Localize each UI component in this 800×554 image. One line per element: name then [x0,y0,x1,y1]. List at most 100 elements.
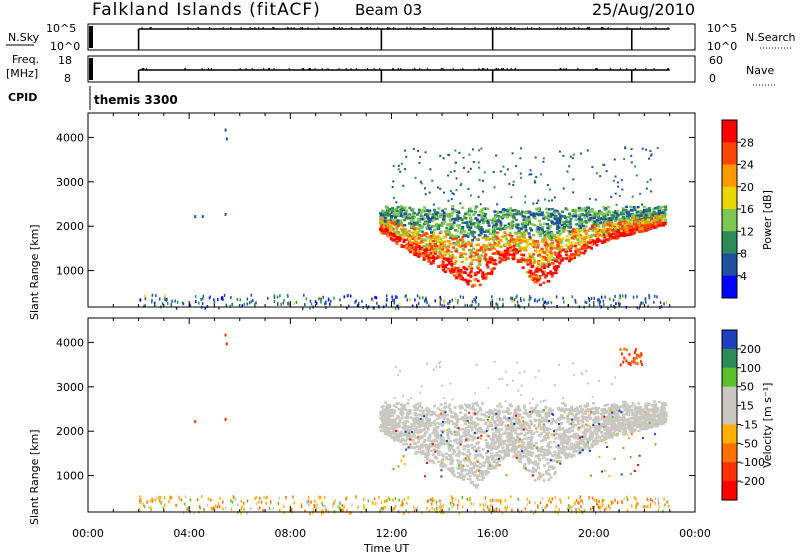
power-cell [443,207,447,211]
power-cell [564,239,568,242]
freq-dot [267,68,269,70]
power-cell [325,300,327,304]
power-cell [537,279,541,282]
velocity-cell [522,424,526,428]
velocity-cell [423,434,427,437]
power-cell [439,295,441,299]
power-cell [510,240,514,244]
power-cell [493,186,496,189]
power-cell [424,257,428,260]
nsky-dot [538,27,540,29]
power-cell [501,216,505,220]
velocity-cell [556,456,560,459]
power-cell [545,248,549,252]
power-cell [475,300,477,304]
power-cell [403,218,407,222]
velocity-cell [610,436,614,439]
velocity-cell [477,478,481,481]
velocity-cell [541,410,545,413]
freq-dot [413,68,415,70]
power-cell [468,213,472,217]
velocity-cell [472,461,476,465]
velocity-cell [595,408,599,412]
power-cell [566,238,570,241]
velocity-cell [459,404,463,407]
power-cell [502,165,505,168]
power-cell [429,231,433,234]
nsky-dot [423,27,425,29]
velocity-cell [465,468,469,472]
velocity-cell [481,455,485,459]
freq-dot [210,68,212,70]
velocity-cell [546,442,550,446]
power-cell [416,249,420,252]
power-cell [639,227,643,230]
power-cell [213,300,216,304]
power-cell [528,237,532,240]
power-cell [510,196,513,199]
velocity-cell [433,419,437,423]
velocity-cell [615,419,619,423]
velocity-cell [468,452,472,456]
power-cell [577,253,581,257]
power-colorbar-swatch-4 [722,209,737,232]
power-cell [557,229,561,233]
power-cell [628,228,632,232]
power-cell [397,304,399,308]
power-cell [648,214,652,217]
power-cell [598,301,601,305]
power-cell [545,243,549,247]
power-cell [617,222,621,225]
power-cell [250,300,253,304]
power-cell [302,306,304,310]
velocity-cell [584,412,588,415]
power-cell [346,306,348,310]
power-cell [390,234,394,237]
velocity-cell [550,409,554,412]
power-cell [569,253,573,256]
velocity-cell [439,464,443,467]
velocity-cell [517,414,521,418]
power-cell [535,270,539,273]
power-cell [464,303,466,307]
power-cell [572,253,576,257]
power-cell [239,298,242,302]
nsky-dot [300,27,302,29]
power-cell [379,231,383,234]
freq-dot [560,68,562,70]
power-cell [629,205,633,209]
velocity-cell [460,467,464,470]
power-cell [469,167,472,170]
power-cell [663,219,667,222]
power-cell [605,234,609,237]
power-cell [637,225,641,229]
power-cell [584,300,586,304]
power-cell [279,294,281,298]
velocity-cell [388,430,392,434]
power-cell [422,248,426,251]
power-cell [644,225,648,229]
velocity-cell [435,449,439,453]
power-cell [455,267,459,270]
power-cell [524,226,528,229]
power-cell [473,278,477,281]
nsky-dot [272,27,274,29]
velocity-cell [491,466,495,469]
power-cell [553,217,557,221]
power-cell [411,216,415,219]
velocity-cell [530,429,534,433]
power-cell [546,222,550,226]
power-cell [540,173,543,176]
power-cell [594,231,598,235]
velocity-cell [570,423,574,427]
velocity-cell [523,404,527,408]
power-cell [642,208,646,212]
power-cell [346,294,348,298]
power-cell [620,227,624,230]
power-cell [644,213,648,217]
power-cell [150,300,153,304]
power-cell [572,256,576,260]
power-cell [513,209,517,212]
velocity-cell [525,452,529,455]
velocity-cell [472,437,476,440]
